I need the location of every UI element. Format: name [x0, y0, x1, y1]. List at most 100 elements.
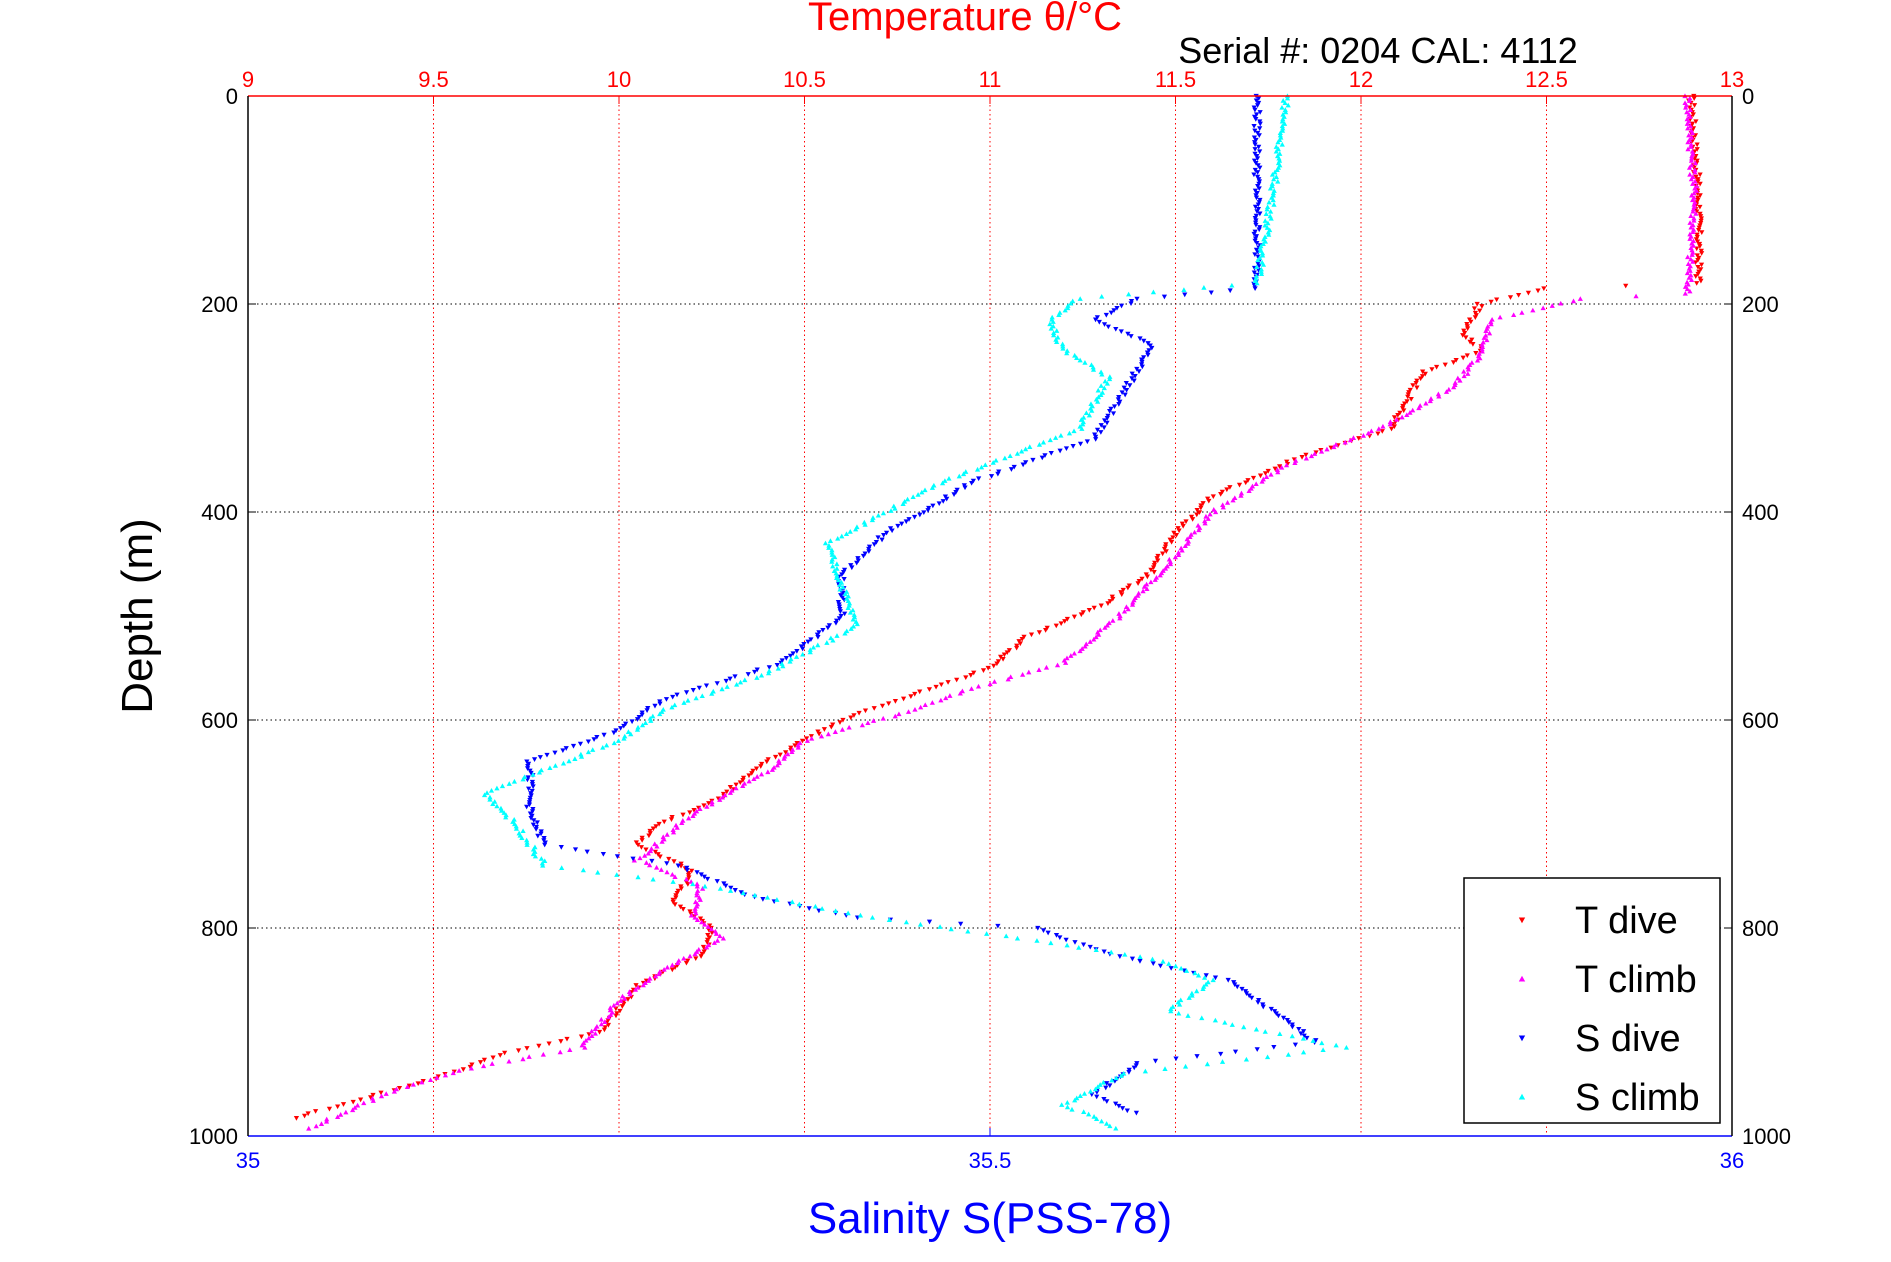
data-point — [690, 881, 696, 887]
data-point — [552, 763, 559, 768]
data-point — [645, 978, 652, 983]
data-point — [378, 1093, 385, 1099]
data-point — [1132, 373, 1138, 379]
data-point — [751, 776, 757, 782]
data-point — [481, 792, 488, 798]
data-point — [859, 722, 865, 728]
data-point — [850, 623, 857, 629]
data-point — [834, 566, 840, 571]
data-point — [1497, 314, 1503, 320]
data-point — [1688, 158, 1695, 163]
data-point — [1224, 500, 1231, 505]
data-point — [984, 931, 990, 936]
data-point — [1198, 505, 1204, 511]
data-point — [871, 542, 877, 547]
data-point — [535, 833, 541, 839]
data-point — [456, 1068, 462, 1073]
data-point — [1189, 990, 1195, 996]
data-point — [1008, 674, 1014, 680]
data-point — [1691, 103, 1698, 108]
data-point — [1465, 366, 1472, 372]
data-point — [1698, 262, 1705, 268]
data-point — [1342, 439, 1348, 445]
data-point — [1395, 412, 1401, 418]
data-point — [951, 492, 957, 497]
data-point — [594, 735, 600, 740]
data-point — [1328, 445, 1334, 451]
data-point — [1135, 581, 1141, 586]
data-point — [1280, 116, 1286, 122]
data-point — [1101, 425, 1107, 431]
data-point — [753, 766, 760, 772]
data-point — [1152, 1058, 1159, 1064]
data-point — [1688, 162, 1695, 168]
data-point — [1068, 300, 1074, 306]
data-point — [728, 885, 734, 891]
data-point — [1264, 204, 1271, 210]
data-point — [532, 853, 539, 859]
data-point — [856, 710, 862, 716]
data-point — [678, 861, 684, 867]
data-point — [655, 852, 661, 857]
chart-subtitle: Serial #: 0204 CAL: 4112 — [1178, 30, 1578, 71]
chart-title: Temperature θ/°C — [808, 0, 1122, 39]
data-point — [954, 677, 960, 683]
data-point — [1691, 201, 1697, 207]
data-point — [1203, 973, 1209, 978]
data-point — [1692, 160, 1698, 166]
data-point — [625, 997, 631, 1002]
data-point — [785, 751, 791, 757]
data-point — [822, 540, 829, 546]
data-point — [1442, 362, 1448, 368]
data-point — [1137, 954, 1143, 959]
data-point — [1181, 287, 1187, 292]
data-point — [1145, 352, 1151, 358]
data-point — [808, 734, 814, 739]
data-point — [1162, 1066, 1168, 1071]
data-point — [585, 749, 592, 755]
data-point — [1148, 567, 1154, 573]
data-point — [668, 817, 675, 822]
data-point — [870, 718, 877, 723]
data-point — [586, 1035, 592, 1041]
data-point — [694, 883, 700, 889]
data-point — [1150, 289, 1157, 295]
data-point — [1070, 444, 1076, 449]
data-point — [350, 1099, 356, 1105]
data-point — [749, 771, 755, 776]
data-point — [1694, 183, 1700, 189]
data-point — [1117, 615, 1123, 621]
data-point — [1014, 451, 1021, 456]
data-point — [840, 584, 846, 590]
data-point — [1104, 420, 1110, 426]
data-point — [733, 785, 739, 791]
data-point — [1034, 938, 1040, 943]
data-point — [1319, 1040, 1325, 1046]
data-point — [675, 863, 681, 869]
data-point — [657, 854, 663, 860]
data-point — [1687, 268, 1693, 273]
data-point — [1273, 144, 1279, 149]
data-point — [717, 933, 723, 939]
data-point — [1259, 478, 1265, 484]
data-point — [559, 865, 565, 870]
data-point — [1271, 176, 1277, 182]
top-tick-label: 9 — [242, 67, 254, 92]
data-point — [969, 480, 975, 486]
data-point — [1048, 450, 1054, 456]
data-point — [1324, 446, 1330, 452]
data-point — [1284, 95, 1291, 101]
data-point — [1269, 171, 1276, 177]
data-point — [1577, 296, 1583, 301]
data-point — [1095, 387, 1101, 393]
data-point — [1036, 442, 1043, 447]
data-point — [1258, 269, 1264, 274]
data-point — [1086, 412, 1093, 418]
data-point — [724, 789, 730, 795]
right-tick-label: 400 — [1742, 500, 1779, 525]
data-point — [1303, 455, 1309, 461]
data-point — [1693, 119, 1699, 125]
data-point — [1541, 286, 1547, 291]
data-point — [963, 675, 969, 681]
data-point — [1274, 167, 1280, 173]
